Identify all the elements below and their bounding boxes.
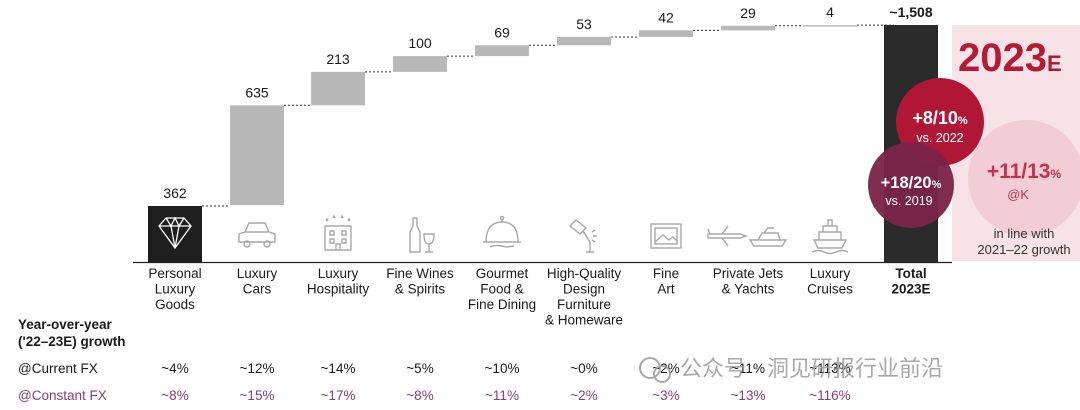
car-icon xyxy=(238,222,276,248)
bubble-2019-main: +18/20% xyxy=(881,174,942,192)
category-label-4-2: Fine Dining xyxy=(468,297,536,312)
category-label-0-2: Goods xyxy=(155,297,195,312)
category-label-total-1: 2023E xyxy=(891,282,930,297)
category-label-5-3: & Homeware xyxy=(545,313,623,328)
labels-group: 362PersonalLuxuryGoods635LuxuryCars213Lu… xyxy=(148,4,932,328)
category-label-0-1: Luxury xyxy=(155,282,196,297)
value-label-6: 42 xyxy=(658,9,674,25)
bars-group xyxy=(133,24,952,264)
wine-icon xyxy=(409,217,435,253)
current-fx-value-2: ~14% xyxy=(321,361,356,376)
value-label-0: 362 xyxy=(163,185,187,201)
icons-group xyxy=(158,214,849,255)
constant-fx-value-2: ~17% xyxy=(321,388,356,403)
cruise-ship-icon xyxy=(811,219,849,255)
watermark: 公众号 · 洞见研报行业前沿 xyxy=(639,357,943,383)
constant-fx-value-3: ~8% xyxy=(406,388,433,403)
wechat-icon-2 xyxy=(653,365,671,383)
constant-fx-value-4: ~11% xyxy=(485,388,519,403)
current-fx-value-7: ~11% xyxy=(731,361,765,376)
current-fx-value-4: ~10% xyxy=(485,361,520,376)
panel-note-line2: 2021–22 growth xyxy=(977,242,1070,257)
value-label-4: 69 xyxy=(494,24,510,40)
constant-fx-value-8: ~116% xyxy=(809,388,850,403)
art-frame-icon xyxy=(650,223,682,249)
cloche-icon xyxy=(483,215,521,248)
value-label-8: 4 xyxy=(826,4,834,20)
category-label-5-2: Furniture xyxy=(557,297,611,312)
bubble-2019 xyxy=(868,142,954,228)
value-label-total: ~1,508 xyxy=(889,4,932,20)
bar-2 xyxy=(311,71,365,106)
bar-1 xyxy=(230,105,284,206)
current-fx-value-5: ~0% xyxy=(570,361,597,376)
jet-yacht-icon xyxy=(707,225,788,247)
constant-fx-value-0: ~8% xyxy=(161,388,188,403)
bubble-2022-sub: vs. 2022 xyxy=(916,131,963,145)
constant-fx-value-1: ~15% xyxy=(240,388,275,403)
category-label-2-1: Hospitality xyxy=(307,282,370,297)
category-label-6-1: Art xyxy=(657,282,675,297)
category-label-1-0: Luxury xyxy=(237,266,278,281)
value-label-5: 53 xyxy=(576,16,592,32)
bar-8 xyxy=(803,25,857,27)
category-label-5-0: High-Quality xyxy=(547,266,622,281)
value-label-3: 100 xyxy=(408,35,432,51)
bubble-k-sub: @K xyxy=(1007,187,1029,202)
current-fx-value-0: ~4% xyxy=(161,361,188,376)
current-fx-value-8: ~113% xyxy=(809,361,850,376)
current-fx-label: @Current FX xyxy=(18,361,98,376)
current-fx-value-3: ~5% xyxy=(406,361,433,376)
bar-7 xyxy=(721,25,775,31)
constant-fx-value-6: ~3% xyxy=(652,388,679,403)
bar-0 xyxy=(148,206,202,262)
growth-values: ~4% ~8% ~12% ~15% ~14% ~17% ~5% ~8% ~10% ~11% ~0% ~… xyxy=(161,361,850,403)
value-label-1: 635 xyxy=(245,84,269,100)
category-label-total-0: Total xyxy=(895,266,926,281)
bar-3 xyxy=(393,56,447,72)
category-label-3-0: Fine Wines xyxy=(386,266,454,281)
constant-fx-value-5: ~2% xyxy=(570,388,597,403)
current-fx-value-1: ~12% xyxy=(240,361,275,376)
bar-6 xyxy=(639,30,693,37)
category-label-8-0: Luxury xyxy=(810,266,851,281)
category-label-8-1: Cruises xyxy=(807,282,853,297)
bubble-2019-sub: vs. 2019 xyxy=(885,194,932,208)
bubble-2022-main: +8/10% xyxy=(912,108,968,128)
bar-4 xyxy=(475,45,529,57)
constant-fx-label: @Constant FX xyxy=(18,388,107,403)
hotel-icon xyxy=(324,214,352,251)
constant-fx-value-7: ~13% xyxy=(731,388,766,403)
category-label-0-0: Personal xyxy=(148,266,201,281)
value-label-2: 213 xyxy=(326,51,350,67)
category-label-5-1: Design xyxy=(563,282,605,297)
bubble-k xyxy=(968,120,1080,236)
panel-year: 2023E xyxy=(958,36,1062,80)
category-label-4-0: Gourmet xyxy=(476,266,529,281)
category-label-7-1: & Yachts xyxy=(722,282,775,297)
bubble-k-main: +11/13% xyxy=(987,160,1062,183)
wechat-icon xyxy=(639,357,661,379)
bar-5 xyxy=(557,36,611,46)
category-label-2-0: Luxury xyxy=(318,266,359,281)
diamond-icon xyxy=(158,216,192,250)
category-label-1-1: Cars xyxy=(243,282,272,297)
category-label-7-0: Private Jets xyxy=(713,266,784,281)
category-label-6-0: Fine xyxy=(653,266,679,281)
category-label-3-1: & Spirits xyxy=(395,282,446,297)
growth-header-line2: ('22–23E) growth xyxy=(18,334,126,349)
panel-note-line1: in line with xyxy=(994,226,1055,241)
value-label-7: 29 xyxy=(740,5,756,21)
growth-header-line1: Year-over-year xyxy=(18,317,113,332)
category-label-4-1: Food & xyxy=(480,282,524,297)
watermark-text: 公众号 · 洞见研报行业前沿 xyxy=(680,357,943,382)
lamp-icon xyxy=(568,219,597,253)
